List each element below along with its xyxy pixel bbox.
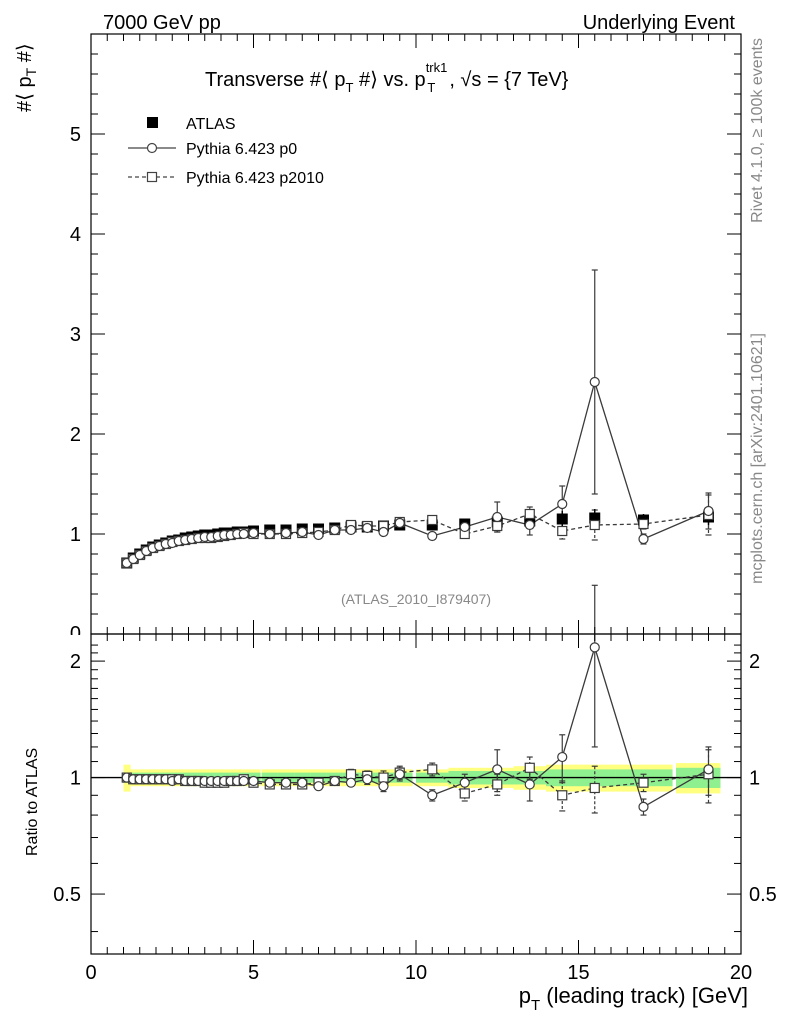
atlas-point	[589, 512, 601, 524]
ratio-y-tick-label-right: 0.5	[749, 884, 777, 906]
p2010-point	[427, 514, 438, 526]
ratio-frame	[90, 633, 742, 955]
ratio-p0-point	[362, 774, 373, 785]
p0-point	[238, 528, 249, 540]
p0-point	[638, 533, 649, 545]
main-y-tick-label: 3	[70, 324, 81, 346]
legend-marker-atlas	[147, 117, 158, 128]
p2010-point	[589, 519, 600, 531]
x-tick-label: 10	[405, 962, 427, 984]
ratio-y-tick-label-right: 2	[749, 651, 760, 673]
p0-point	[492, 511, 503, 523]
p2010-point	[638, 518, 649, 530]
x-axis-label: pT (leading track) [GeV]	[519, 983, 748, 1014]
plot-title: Transverse #⟨ pT #⟩ vs. ptrk1 T, √s = {7 …	[205, 60, 569, 95]
p0-point	[297, 526, 308, 538]
p2010-point	[557, 525, 568, 537]
rivet-version-label: Rivet 4.1.0, ≥ 100k events	[749, 38, 766, 223]
x-axis: 0 5 10 15 20	[85, 34, 752, 984]
ratio-p0-point	[394, 769, 405, 780]
ratio-p0-point	[345, 777, 357, 788]
ratio-p0-point	[459, 777, 470, 788]
ratio-p2010-point	[524, 762, 535, 773]
legend-label-p0: Pythia 6.423 p0	[186, 141, 297, 158]
p0-point	[557, 498, 568, 510]
main-y-tick-label: 4	[70, 224, 81, 246]
p0-point	[378, 526, 389, 538]
ratio-p0-point	[703, 764, 714, 775]
ratio-p2010-point	[589, 782, 600, 794]
ratio-p0-point	[378, 781, 389, 792]
ratio-p2010-point	[345, 769, 357, 780]
ratio-y-tick-label-left: 0.5	[53, 884, 81, 906]
p0-point	[248, 527, 259, 539]
main-panel: 1 2 3 4 5 0	[61, 33, 742, 649]
ratio-p0-point	[589, 642, 600, 653]
main-y-tick-label: 2	[70, 424, 81, 446]
mcplots-site-label: mcplots.cern.ch [arXiv:2401.10621]	[749, 333, 766, 584]
ratio-p0-point	[524, 779, 535, 790]
legend: ATLAS Pythia 6.423 p0 Pythia 6.423 p2010	[128, 116, 324, 187]
ratio-p2010-point	[557, 790, 568, 801]
p0-point	[703, 505, 714, 517]
p0-point	[589, 376, 600, 388]
p0-point	[459, 521, 470, 533]
ratio-p2010-point	[378, 772, 389, 783]
legend-label-p2010: Pythia 6.423 p2010	[186, 170, 324, 187]
legend-marker-p2010	[146, 171, 158, 183]
main-y-zero-mask	[61, 635, 87, 649]
main-y-tick-label: 0	[70, 623, 81, 645]
ratio-p2010-point	[459, 788, 470, 799]
p2010-point	[524, 508, 535, 520]
p0-point	[264, 528, 275, 540]
p0-point	[313, 529, 324, 541]
header-left: 7000 GeV pp	[103, 12, 221, 34]
ratio-p2010-point	[427, 764, 438, 775]
ratio-p0-point	[238, 775, 249, 787]
main-y-tick-label: 1	[70, 524, 81, 546]
p0-point	[524, 519, 535, 531]
x-tick-label: 15	[567, 962, 589, 984]
ratio-p0-point	[329, 775, 340, 787]
x-tick-label: 20	[730, 962, 752, 984]
atlas-point	[556, 513, 568, 525]
x-tick-label: 0	[85, 962, 96, 984]
ratio-p0-point	[492, 764, 503, 775]
x-tick-label: 5	[248, 962, 259, 984]
ratio-y-tick-label-right: 1	[749, 768, 760, 790]
ratio-p0-point	[638, 801, 649, 812]
p0-point	[280, 527, 292, 539]
p0-point	[394, 517, 405, 529]
legend-marker-p0	[146, 142, 158, 154]
ratio-p0-point	[427, 790, 438, 801]
main-y-tick-label: 5	[70, 124, 81, 146]
header-right: Underlying Event	[583, 12, 736, 34]
ratio-panel: 0.5 0.5 1 1 2 2	[53, 584, 777, 955]
ratio-p2010-point	[638, 777, 649, 788]
ratio-p0-point	[248, 775, 259, 787]
p2010-point	[492, 520, 503, 532]
ratio-p0-point	[264, 777, 275, 788]
ratio-y-tick-label-left: 1	[70, 768, 81, 790]
p0-point	[329, 524, 340, 536]
legend-label-atlas: ATLAS	[186, 116, 236, 133]
ratio-y-axis-label: Ratio to ATLAS	[24, 748, 41, 856]
ratio-p0-point	[557, 751, 568, 763]
analysis-id-label: (ATLAS_2010_I879407)	[341, 591, 491, 607]
ratio-p0-point	[313, 781, 324, 792]
p0-point	[362, 522, 373, 534]
ratio-p0-point	[280, 777, 292, 788]
p0-point	[345, 524, 357, 536]
ratio-y-tick-label-left: 2	[70, 651, 81, 673]
main-y-axis-label: #⟨ pT #⟩	[14, 43, 39, 112]
p0-point	[427, 530, 438, 542]
ratio-p2010-point	[492, 779, 503, 790]
ratio-p0-point	[297, 777, 308, 788]
